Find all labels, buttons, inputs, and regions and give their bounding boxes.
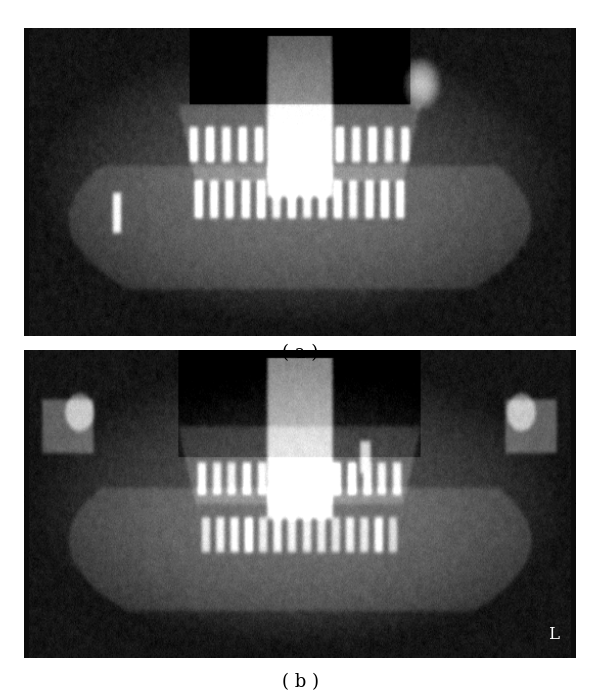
Text: L: L: [548, 626, 559, 643]
Text: ( a ): ( a ): [282, 344, 318, 363]
Text: ( b ): ( b ): [281, 673, 319, 692]
